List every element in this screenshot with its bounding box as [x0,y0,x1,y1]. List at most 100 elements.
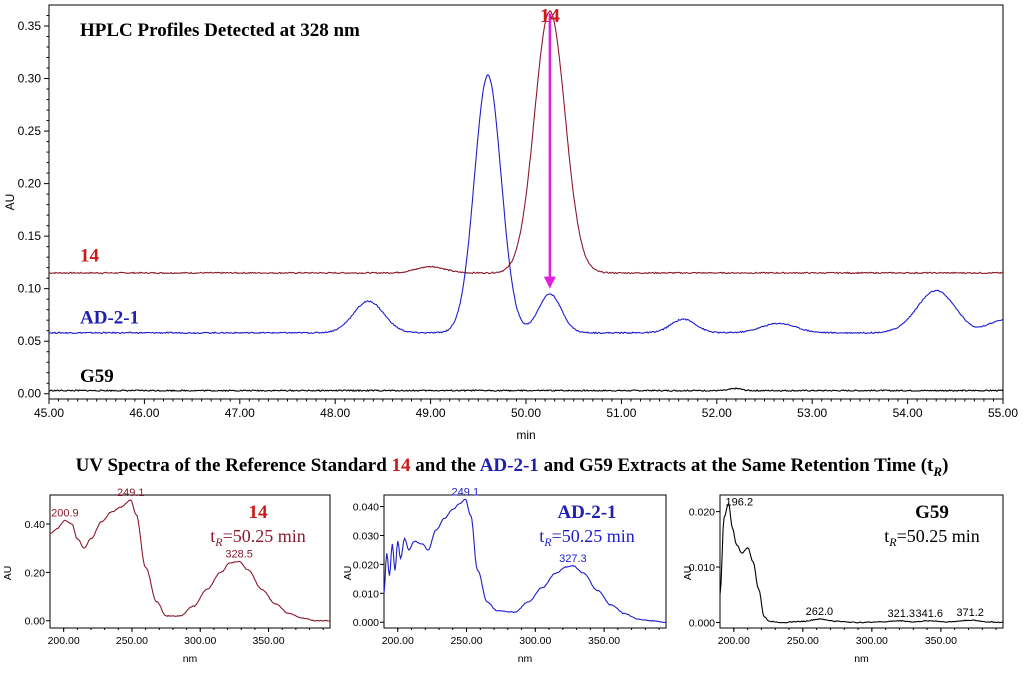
peak-label: 262.0 [806,606,834,618]
spectrum-line [49,499,331,622]
x-tick-label: 250.00 [450,635,482,647]
legend-tr-prefix: t [210,526,215,546]
spectrum-plot-frame [383,494,667,629]
x-tick-label: 45.00 [34,406,64,420]
legend-retention-time: tR=50.25 min [210,526,306,549]
y-tick-label: 0.000 [689,617,715,629]
legend-compound: G59 [915,502,949,523]
peak-label: 200.9 [51,507,79,519]
uv-spectrum-ad-2-1: 200.00 250.00 300.00 350.00 0.000 0.010 0.020 0… [342,488,667,665]
y-tick-label: 0.25 [18,124,42,138]
y-axis-label: AU [342,566,354,581]
y-tick-label: 0.030 [353,530,379,542]
peak-label: 249.1 [452,488,480,498]
legend-tr-sub: R [543,535,552,549]
series-label-ad-2-1: AD-2-1 [80,307,139,328]
series-line-ad-2-1 [48,74,1004,335]
y-axis-label: AU [2,566,14,581]
y-tick-label: 0.20 [18,177,42,191]
heading-ref-label: 14 [391,455,411,476]
y-tick-label: 0.00 [18,387,42,401]
x-tick-label: 49.00 [416,406,446,420]
legend-tr-sub: R [888,535,897,549]
x-tick-label: 300.00 [856,635,888,647]
y-tick-label: 0.00 [25,616,46,628]
x-tick-label: 48.00 [320,406,350,420]
x-tick-label: 47.00 [225,406,255,420]
y-tick-label: 0.05 [18,334,42,348]
heading-text-1: UV Spectra of the Reference Standard [75,455,392,476]
series-label-g59: G59 [80,366,114,387]
legend-tr-prefix: t [539,526,544,546]
x-tick-label: 350.00 [252,635,284,647]
x-tick-label: 350.00 [588,635,620,647]
heading-ad-label: AD-2-1 [479,455,539,476]
spectrum-plot-frame [49,494,331,629]
chart-title: HPLC Profiles Detected at 328 nm [80,20,360,41]
heading-text-4: ) [942,455,949,476]
legend-tr-value: =50.25 min [552,526,635,546]
peak-label: 341.6 [916,608,944,620]
y-tick-label: 0.30 [18,72,42,86]
heading-text-3: and G59 Extracts at the Same Retention T… [538,455,934,476]
legend-tr-prefix: t [884,526,889,546]
legend-retention-time: tR=50.25 min [539,526,635,549]
x-tick-label: 250.00 [116,635,148,647]
y-tick-label: 0.020 [689,507,715,519]
x-tick-label: 200.00 [382,635,414,647]
peak-label: 328.5 [225,549,253,561]
y-tick-label: 0.000 [353,617,379,629]
y-axis-label: AU [3,194,17,211]
legend-compound: 14 [249,502,269,523]
heading-text-2: and the [410,455,480,476]
x-tick-label: 300.00 [519,635,551,647]
x-tick-label: 53.00 [797,406,827,420]
annotation-label: 14 [540,5,560,27]
uv-spectrum-14: 200.00 250.00 300.00 350.00 0.00 0.20 0.40 nm AU… [2,488,331,665]
x-tick-label: 46.00 [129,406,159,420]
x-tick-label: 300.00 [184,635,216,647]
legend-tr-value: =50.25 min [223,526,306,546]
series-line-14 [48,10,1004,275]
x-tick-label: 54.00 [893,406,923,420]
y-tick-label: 0.20 [25,567,46,579]
x-axis-label: nm [518,653,533,665]
uv-spectrum-g59: 200.00 250.00 300.00 350.00 0.000 0.010 0.020 n… [682,494,1004,665]
peak-label: 321.3 [887,608,915,620]
y-axis-label: AU [682,566,694,581]
x-axis-label: nm [854,653,869,665]
legend-tr-sub: R [214,535,223,549]
x-tick-label: 200.00 [48,635,80,647]
heading-subscript: R [933,463,943,479]
hplc-plot-frame [48,4,1004,400]
legend-retention-time: tR=50.25 min [884,526,980,549]
annotation-arrow-head [543,276,556,289]
x-tick-label: 51.00 [606,406,636,420]
y-tick-label: 0.10 [18,282,42,296]
x-tick-label: 50.00 [511,406,541,420]
y-tick-label: 0.010 [689,562,715,574]
legend-compound: AD-2-1 [557,502,616,523]
spectrum-plot-frame [719,494,1004,629]
uv-spectra-heading: UV Spectra of the Reference Standard 14 … [0,455,1024,480]
x-tick-label: 200.00 [718,635,750,647]
peak-label: 371.2 [956,607,984,619]
series-label-14: 14 [80,245,100,266]
spectrum-line [383,498,667,624]
x-axis-label: nm [183,653,198,665]
y-tick-label: 0.40 [25,519,46,531]
spectrum-line [719,502,1004,624]
x-tick-label: 350.00 [925,635,957,647]
y-tick-label: 0.020 [353,559,379,571]
y-tick-label: 0.040 [353,502,379,514]
peak-label: 249.1 [117,488,145,499]
x-tick-label: 55.00 [988,406,1018,420]
legend-tr-value: =50.25 min [897,526,980,546]
x-axis-label: min [516,428,535,442]
y-tick-label: 0.010 [353,588,379,600]
series-line-g59 [48,387,1004,393]
x-tick-label: 250.00 [787,635,819,647]
y-tick-label: 0.35 [18,19,42,33]
peak-label: 327.3 [559,553,587,565]
hplc-chart: 45.00 46.00 47.00 48.00 49.00 50.00 51.00 52.00… [3,4,1018,442]
